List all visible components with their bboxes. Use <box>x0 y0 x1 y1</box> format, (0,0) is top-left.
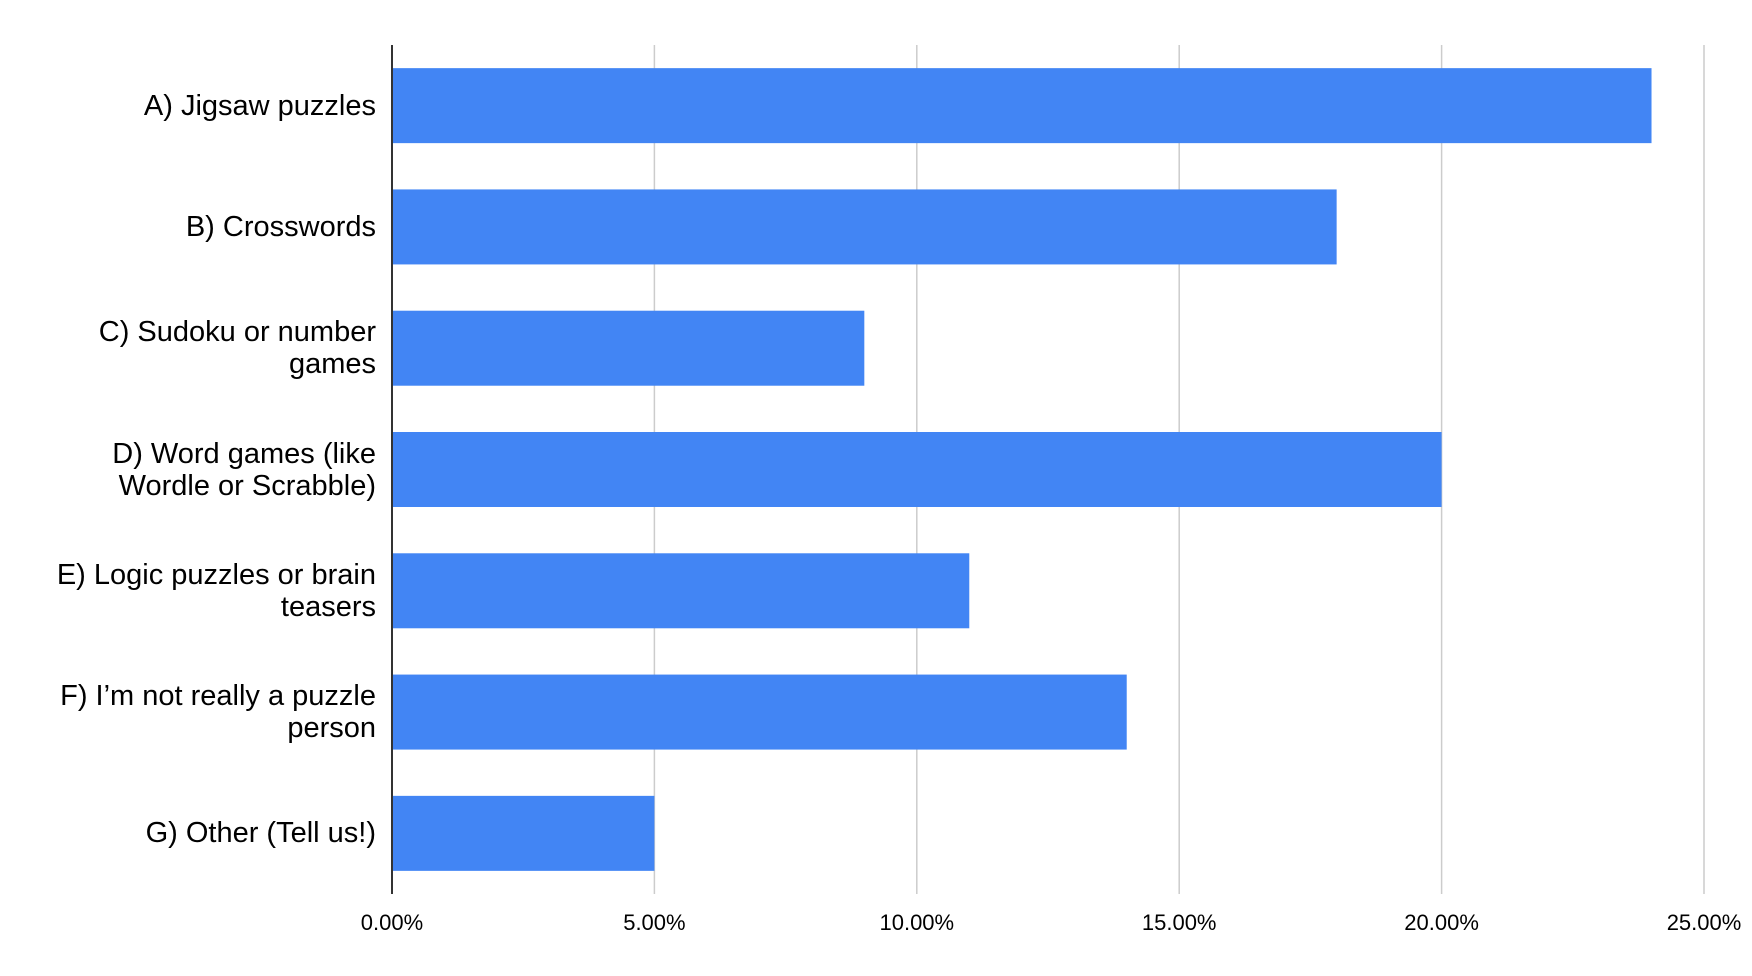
x-tick-label: 25.00% <box>1667 910 1742 935</box>
y-tick-label: A) Jigsaw puzzles <box>143 89 376 122</box>
y-tick-label: D) Word games (like Wordle or Scrabble) <box>112 437 376 502</box>
y-tick-label: F) I’m not really a puzzle person <box>60 680 376 745</box>
bar <box>392 189 1337 265</box>
bar <box>392 432 1442 507</box>
bar <box>392 795 655 871</box>
x-tick-label: 10.00% <box>879 910 954 935</box>
y-tick-label: B) Crosswords <box>185 210 376 243</box>
y-tick-label: G) Other (Tell us!) <box>145 817 376 850</box>
y-tick-label: C) Sudoku or number games <box>98 316 376 381</box>
bar <box>392 674 1127 750</box>
bar <box>392 68 1652 144</box>
x-tick-label: 20.00% <box>1404 910 1479 935</box>
bar <box>392 310 865 386</box>
bar <box>392 553 970 629</box>
y-tick-label: E) Logic puzzles or brain teasers <box>56 558 376 623</box>
x-tick-label: 0.00% <box>361 910 423 935</box>
x-tick-label: 15.00% <box>1142 910 1217 935</box>
x-tick-label: 5.00% <box>623 910 685 935</box>
